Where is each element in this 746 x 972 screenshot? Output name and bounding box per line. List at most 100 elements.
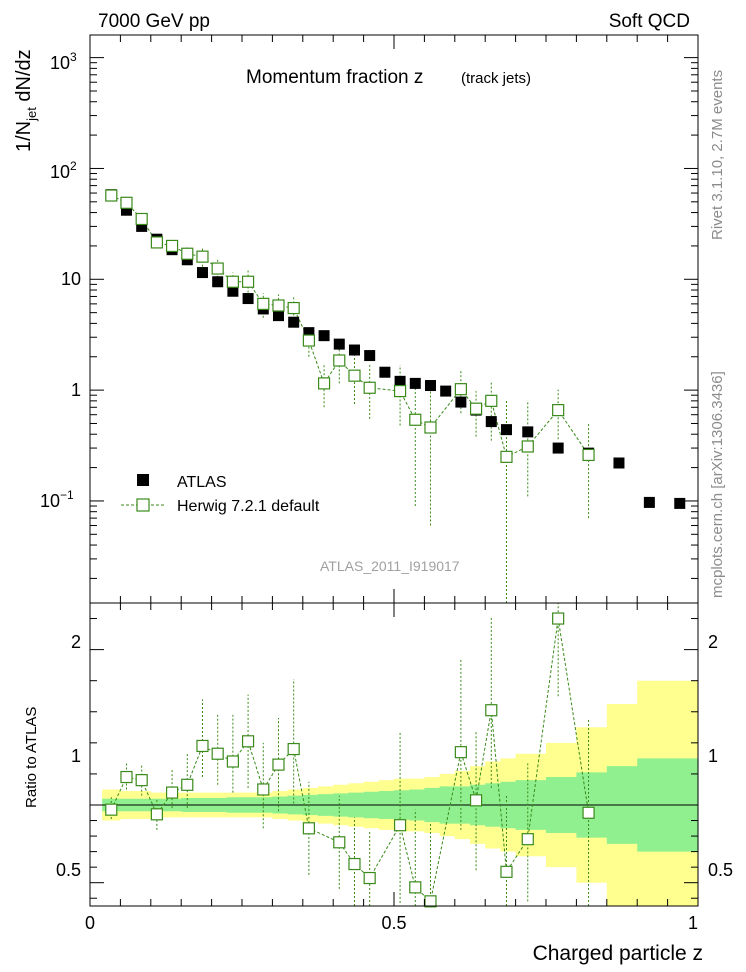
herwig-point: [521, 440, 534, 453]
herwig-point: [181, 247, 194, 260]
x-tick-label-1: 1: [688, 913, 698, 933]
ratio-herwig-point: [521, 833, 534, 846]
ratio-y-tick-label-1-right: 1: [708, 746, 718, 766]
x-tick-label-0.5: 0.5: [381, 913, 406, 933]
herwig-point: [150, 236, 163, 249]
herwig-point: [226, 275, 239, 288]
herwig-point: [211, 262, 224, 275]
herwig-point: [424, 421, 437, 434]
plot-subtitle: (track jets): [461, 70, 531, 87]
atlas-point: [500, 424, 512, 436]
ratio-herwig-point: [181, 778, 194, 791]
ratio-herwig-point: [333, 836, 346, 849]
ratio-herwig-point: [393, 819, 407, 832]
atlas-point: [120, 204, 132, 216]
ratio-herwig-point: [211, 747, 224, 760]
herwig-point: [582, 448, 595, 462]
atlas-point: [348, 344, 360, 356]
herwig-line: [111, 195, 589, 458]
herwig-point: [272, 299, 285, 312]
ratio-y-tick-label-2: 2: [71, 632, 81, 652]
ratio-herwig-point: [150, 808, 163, 821]
main-plot-area: [105, 189, 686, 603]
atlas-point: [318, 330, 330, 342]
atlas-point: [485, 416, 497, 428]
ratio-herwig-point: [409, 881, 422, 894]
ratio-herwig-point: [424, 895, 437, 908]
atlas-point: [552, 442, 564, 454]
ratio-herwig-point: [348, 857, 361, 871]
ratio-herwig-point: [241, 735, 255, 748]
main-panel: 103 102 10 1 10−1 1/Njet dN/dz Momentum …: [13, 34, 699, 604]
herwig-point: [257, 297, 270, 310]
herwig-point: [363, 381, 376, 394]
legend-atlas-marker: [137, 474, 149, 486]
atlas-point: [455, 396, 467, 408]
atlas-point: [136, 220, 148, 232]
analysis-tag: ATLAS_2011_I919017: [320, 558, 460, 574]
atlas-point: [196, 267, 208, 279]
herwig-point: [393, 384, 407, 398]
atlas-point: [643, 496, 655, 508]
herwig-point: [333, 354, 346, 367]
y-tick-label-10: 10: [61, 269, 81, 289]
atlas-point: [303, 327, 315, 339]
y-tick-label-1000: 103: [50, 50, 77, 73]
herwig-point: [302, 334, 315, 347]
ratio-herwig-point: [454, 746, 467, 759]
rivet-label: Rivet 3.1.10, 2.7M events: [709, 70, 726, 240]
herwig-point: [552, 404, 565, 417]
atlas-point: [288, 316, 300, 328]
atlas-point: [227, 285, 239, 297]
herwig-point: [120, 196, 133, 209]
atlas-point: [522, 426, 534, 438]
herwig-point: [287, 301, 300, 315]
x-tick-label-0: 0: [85, 913, 95, 933]
ratio-y-axis-title: Ratio to ATLAS: [23, 707, 40, 808]
ratio-herwig-point: [135, 774, 148, 787]
herwig-point: [196, 250, 209, 263]
ratio-y-tick-label-1: 1: [71, 746, 81, 766]
herwig-point: [485, 394, 498, 407]
atlas-point: [272, 310, 284, 322]
ratio-herwig-point: [582, 806, 595, 819]
legend-atlas-label: ATLAS: [177, 474, 227, 491]
y-tick-label-100: 102: [50, 159, 77, 182]
herwig-point: [348, 369, 361, 382]
herwig-point: [105, 189, 118, 202]
main-y-axis-title: 1/Njet dN/dz: [13, 49, 39, 152]
ratio-herwig-point: [272, 758, 285, 771]
ratio-herwig-point: [287, 742, 300, 756]
atlas-point: [212, 276, 224, 288]
atlas-point: [364, 350, 376, 362]
atlas-point: [613, 457, 625, 469]
ratio-herwig-point: [196, 739, 209, 753]
ratio-axis-ticks: [89, 603, 699, 906]
ratio-herwig-point: [105, 803, 118, 816]
ratio-herwig-point: [500, 865, 513, 878]
legend: ATLAS Herwig 7.2.1 default: [121, 474, 320, 515]
header-right: Soft QCD: [609, 11, 690, 32]
ratio-y-tick-label-0.5: 0.5: [56, 860, 81, 880]
atlas-point: [394, 375, 406, 387]
atlas-point: [424, 380, 436, 392]
ratio-herwig-point: [165, 786, 179, 799]
herwig-point: [135, 212, 148, 226]
mcplots-label: mcplots.cern.ch [arXiv:1306.3436]: [709, 371, 726, 598]
ratio-plot-area: [90, 603, 698, 908]
herwig-point: [165, 239, 179, 253]
herwig-point: [241, 275, 255, 288]
herwig-point: [454, 383, 467, 396]
y-tick-label-1: 1: [71, 380, 81, 400]
atlas-point: [333, 338, 345, 350]
ratio-herwig-point: [552, 612, 565, 625]
main-frame: [89, 34, 699, 604]
x-axis-title: Charged particle z: [533, 942, 703, 965]
atlas-point: [242, 293, 254, 305]
ratio-herwig-point: [363, 871, 376, 885]
ratio-herwig-point: [469, 794, 483, 807]
ratio-y-tick-label-2-right: 2: [708, 632, 718, 652]
y-tick-label-0.1: 10−1: [40, 488, 74, 511]
main-axis-ticks: [89, 35, 699, 603]
